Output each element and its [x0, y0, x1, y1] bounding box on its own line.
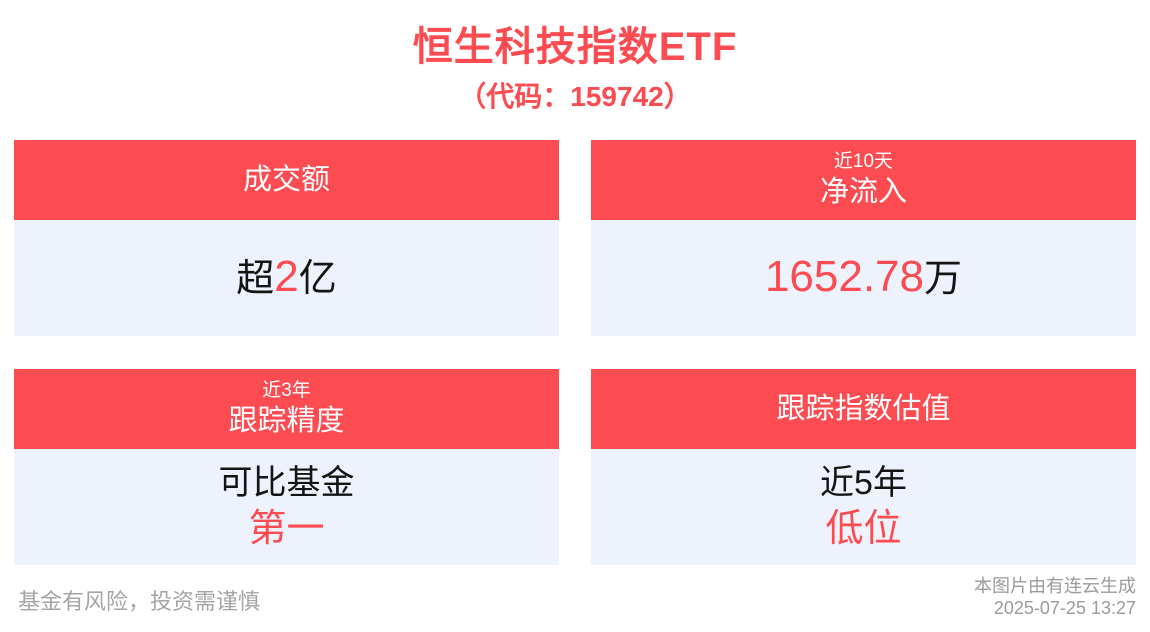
card-turnover-body: 超2亿 [14, 220, 559, 336]
card-net-inflow: 近10天 净流入 1652.78万 [591, 140, 1136, 336]
card-index-valuation: 跟踪指数估值 近5年 低位 [591, 369, 1136, 565]
card-turnover-value-highlight: 2 [274, 252, 299, 301]
card-index-valuation-value-line1: 近5年 [820, 464, 907, 502]
card-turnover-value: 超2亿 [236, 254, 337, 302]
card-turnover: 成交额 超2亿 [14, 140, 559, 336]
card-tracking-accuracy-header-label: 跟踪精度 [228, 405, 345, 437]
card-net-inflow-header-period: 近10天 [833, 151, 894, 172]
card-index-valuation-header-label: 跟踪指数估值 [776, 393, 951, 425]
card-index-valuation-body: 近5年 低位 [591, 449, 1136, 565]
card-tracking-accuracy-header: 近3年 跟踪精度 [14, 369, 559, 449]
card-turnover-header: 成交额 [14, 140, 559, 220]
watermark-block: 本图片由有连云生成 2025-07-25 13:27 [974, 575, 1136, 619]
card-index-valuation-value-line2: 低位 [825, 508, 902, 550]
card-net-inflow-value-post: 万 [924, 258, 963, 300]
card-tracking-accuracy-value-line1: 可比基金 [218, 464, 355, 502]
title-block: 恒生科技指数ETF （代码：159742） [0, 0, 1150, 114]
card-net-inflow-header-label: 净流入 [819, 176, 907, 208]
page-subtitle-code: （代码：159742） [458, 81, 692, 112]
card-tracking-accuracy: 近3年 跟踪精度 可比基金 第一 [14, 369, 559, 565]
card-net-inflow-value: 1652.78万 [765, 254, 962, 302]
metric-cards-grid: 成交额 超2亿 近10天 净流入 1652.78万 近3年 跟踪精度 可比基金 … [14, 140, 1136, 565]
card-net-inflow-body: 1652.78万 [591, 220, 1136, 336]
card-tracking-accuracy-body: 可比基金 第一 [14, 449, 559, 565]
watermark-credit: 本图片由有连云生成 [974, 576, 1136, 596]
card-net-inflow-header: 近10天 净流入 [591, 140, 1136, 220]
card-net-inflow-value-highlight: 1652.78 [764, 252, 925, 301]
card-turnover-header-label: 成交额 [242, 164, 330, 196]
card-turnover-value-pre: 超 [236, 258, 275, 300]
watermark-timestamp: 2025-07-25 13:27 [993, 598, 1136, 618]
card-tracking-accuracy-value-line2: 第一 [248, 508, 325, 550]
page-title: 恒生科技指数ETF [412, 25, 738, 69]
card-index-valuation-header: 跟踪指数估值 [591, 369, 1136, 449]
card-turnover-value-post: 亿 [298, 258, 337, 300]
card-tracking-accuracy-header-period: 近3年 [262, 380, 311, 401]
risk-disclaimer: 基金有风险，投资需谨慎 [18, 589, 261, 614]
